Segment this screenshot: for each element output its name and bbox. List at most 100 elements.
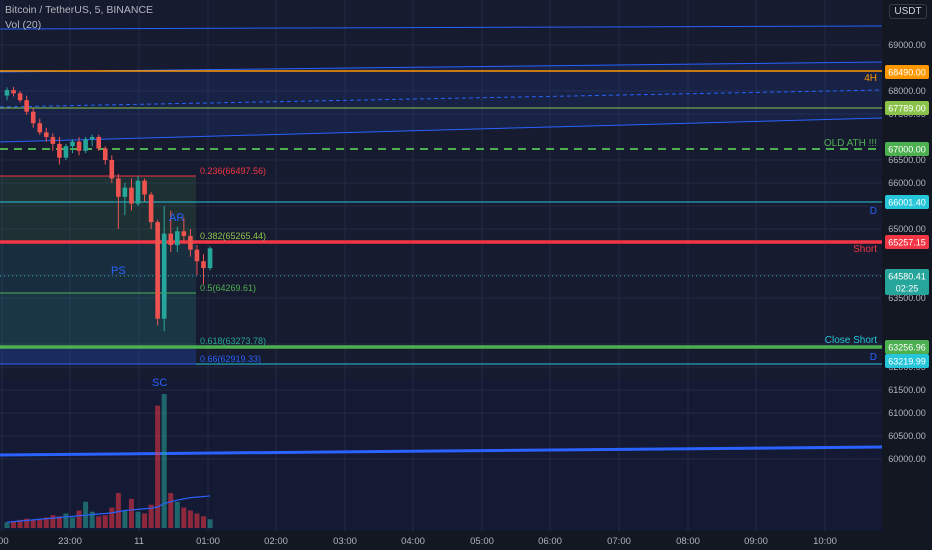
volume-ma-line: [6, 495, 211, 523]
candle-body[interactable]: [201, 261, 206, 269]
candle-body[interactable]: [57, 143, 62, 158]
time-axis[interactable]: [0, 531, 932, 550]
volume-bar: [43, 517, 49, 528]
volume-bar: [181, 507, 187, 528]
volume-bar: [70, 517, 75, 528]
trend-line-support: [0, 445, 883, 457]
price-tag: [885, 195, 929, 209]
candle-body[interactable]: [135, 180, 141, 204]
fib-label: 0.618(63273.78): [200, 336, 266, 346]
candle-body[interactable]: [116, 178, 121, 197]
volume-bar: [37, 519, 43, 528]
candle-body[interactable]: [89, 137, 95, 140]
candle-body[interactable]: [188, 235, 193, 250]
price-tag: [885, 142, 929, 156]
price-tag: [885, 65, 929, 79]
price-tick-label: 69000.00: [888, 40, 926, 50]
candle-body[interactable]: [168, 233, 174, 246]
volume-bar: [89, 511, 95, 528]
fib-zone: [0, 346, 196, 364]
price-tick-label: 66000.00: [888, 178, 926, 188]
time-tick-label: 04:00: [401, 536, 425, 547]
candle-body[interactable]: [175, 231, 180, 246]
line-label: Short: [853, 244, 877, 255]
volume-bar: [109, 507, 115, 528]
volume-bar: [24, 518, 30, 528]
price-tag-text: 68490.00: [888, 68, 926, 78]
candle-body[interactable]: [30, 111, 36, 124]
price-tick-label: 61500.00: [888, 385, 926, 395]
price-tag-text: 65257.15: [888, 238, 926, 248]
candle-body[interactable]: [76, 141, 82, 151]
fib-label: 0.382(65265.44): [200, 231, 266, 241]
candle-body[interactable]: [129, 187, 134, 204]
candle-body[interactable]: [11, 90, 16, 94]
volume-bar: [56, 516, 62, 528]
annotation-label-sc: SC: [152, 377, 167, 389]
time-tick-label: 10:00: [813, 536, 837, 547]
candle-body[interactable]: [207, 248, 213, 269]
candle-body[interactable]: [63, 146, 69, 158]
volume-bar: [187, 510, 193, 528]
candle-body[interactable]: [148, 194, 154, 223]
fib-zone: [0, 293, 196, 346]
candle-body[interactable]: [142, 180, 147, 195]
time-tick-label: 02:00: [264, 536, 288, 547]
price-axis[interactable]: [882, 0, 932, 531]
candle-body[interactable]: [181, 231, 187, 236]
line-label: D: [870, 352, 877, 363]
volume-bar: [11, 521, 17, 528]
candle-body[interactable]: [24, 100, 29, 112]
volume-bar: [4, 522, 10, 528]
candle-body[interactable]: [109, 160, 115, 179]
channel-bottom-line: [0, 117, 883, 143]
volume-bar: [142, 513, 148, 528]
time-tick-label: 03:00: [333, 536, 357, 547]
volume-bar: [122, 510, 128, 528]
candle-body[interactable]: [37, 123, 43, 133]
line-label: OLD ATH !!!: [824, 138, 877, 149]
candle-body[interactable]: [50, 137, 56, 144]
candle-body[interactable]: [161, 233, 167, 319]
volume-bar: [155, 405, 161, 528]
volume-bar: [30, 520, 36, 528]
volume-bar: [76, 510, 82, 528]
price-tag-text: 63219.99: [888, 357, 926, 367]
fib-label: 0.5(64269.61): [200, 283, 256, 293]
volume-bar: [135, 511, 141, 528]
annotation-label-ar: AR: [169, 212, 184, 224]
price-tag-text: 63256.96: [888, 343, 926, 353]
candle-body[interactable]: [96, 137, 101, 149]
trend-line-upper: [0, 25, 883, 30]
price-tag-text: 02:25: [896, 284, 919, 294]
price-tick-label: 65000.00: [888, 224, 926, 234]
candle-body[interactable]: [122, 187, 128, 197]
volume-bar: [168, 493, 174, 528]
volume-bar: [115, 493, 121, 528]
candle-body[interactable]: [44, 132, 49, 137]
candle-body[interactable]: [194, 249, 200, 262]
candle-body[interactable]: [17, 93, 23, 101]
candle-body[interactable]: [83, 139, 88, 151]
time-tick-label: 07:00: [607, 536, 631, 547]
time-tick-label: 23:00: [58, 536, 82, 547]
candle-body[interactable]: [102, 148, 108, 161]
price-tag-text: 67000.00: [888, 145, 926, 155]
candle-body[interactable]: [70, 141, 75, 147]
line-label: 4H: [864, 73, 877, 84]
parallel-channel-fill: [0, 62, 882, 142]
line-label: D: [870, 206, 877, 217]
price-tag-text: 64580.41: [888, 272, 926, 282]
price-tick-label: 60000.00: [888, 454, 926, 464]
price-tag: [885, 354, 929, 368]
candle-body[interactable]: [155, 222, 160, 319]
fib-zone: [0, 176, 196, 241]
volume-bar: [194, 513, 200, 528]
price-tag: [885, 101, 929, 115]
volume-indicator-label: Vol (20): [5, 19, 42, 31]
volume-bar: [50, 515, 56, 528]
candle-body[interactable]: [4, 90, 10, 96]
symbol-title: Bitcoin / TetherUS, 5, BINANCE: [5, 4, 154, 16]
